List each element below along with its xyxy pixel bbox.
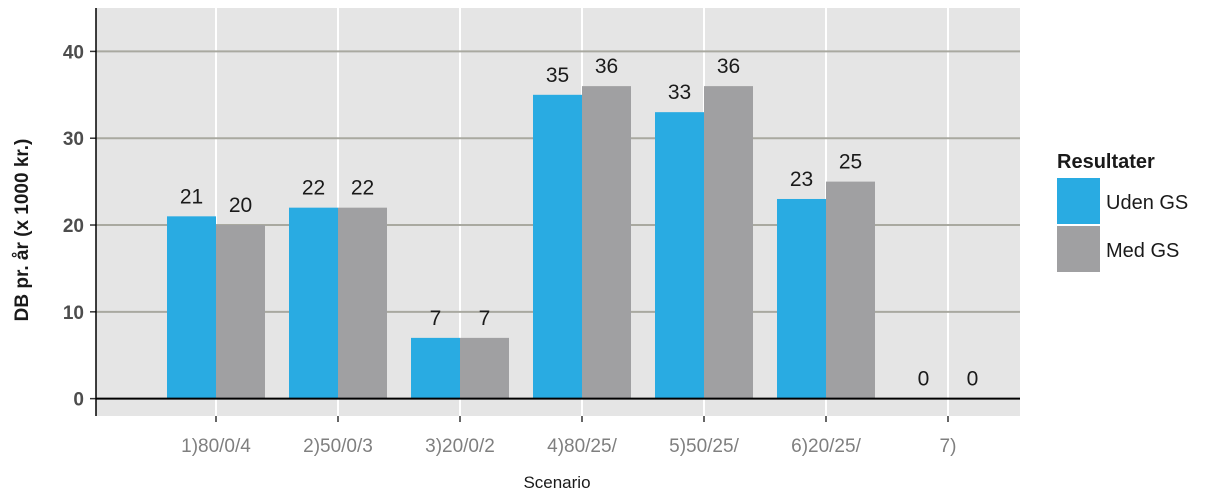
data-label: 33 [668, 81, 691, 104]
bar-med-gs [704, 86, 753, 399]
bars [167, 86, 875, 399]
legend-label: Uden GS [1106, 192, 1188, 214]
bar-uden-gs [411, 337, 460, 399]
data-label: 22 [302, 177, 325, 200]
data-label: 7 [430, 307, 442, 330]
data-label: 21 [180, 185, 203, 208]
bar-uden-gs [167, 216, 216, 399]
x-tick-label: 4)80/25/ [547, 436, 617, 457]
y-tick-label: 0 [73, 390, 84, 411]
x-tick-label: 2)50/0/3 [303, 436, 373, 457]
axes: 0 10 20 30 40 1)80/0/4 2)50/0/3 3)20/0/2 4)80/25… [63, 8, 1020, 457]
legend: Resultater Uden GS Med GS [1057, 151, 1188, 272]
data-label: 20 [229, 194, 252, 217]
y-tick-label: 10 [63, 303, 84, 324]
bar-uden-gs [655, 112, 704, 399]
bar-med-gs [826, 181, 875, 399]
bar-uden-gs [533, 94, 582, 399]
legend-label: Med GS [1106, 240, 1179, 262]
y-tick-label: 40 [63, 42, 84, 63]
data-label: 0 [967, 368, 979, 391]
bar-med-gs [216, 225, 265, 399]
bar-med-gs [582, 86, 631, 399]
x-axis-title: Scenario [523, 473, 590, 492]
data-label: 25 [839, 151, 862, 174]
data-label: 7 [479, 307, 491, 330]
x-tick-label: 6)20/25/ [791, 436, 861, 457]
bar-uden-gs [289, 207, 338, 399]
data-label: 22 [351, 177, 374, 200]
y-tick-label: 20 [63, 216, 84, 237]
x-tick-label: 3)20/0/2 [425, 436, 495, 457]
data-labels: 21 22 7 35 33 23 0 20 22 7 36 36 25 0 [180, 55, 979, 391]
data-label: 35 [546, 64, 569, 87]
legend-title: Resultater [1057, 151, 1155, 173]
bar-uden-gs [777, 198, 826, 399]
data-label: 36 [717, 55, 740, 78]
x-tick-label: 1)80/0/4 [181, 436, 251, 457]
y-tick-label: 30 [63, 129, 84, 150]
data-label: 23 [790, 168, 813, 191]
data-label: 36 [595, 55, 618, 78]
bar-med-gs [460, 337, 509, 399]
legend-swatch [1057, 226, 1100, 272]
legend-swatch [1057, 178, 1100, 224]
x-tick-label: 5)50/25/ [669, 436, 739, 457]
data-label: 0 [918, 368, 930, 391]
bar-med-gs [338, 207, 387, 399]
x-tick-label: 7) [940, 436, 957, 457]
y-axis-title: DB pr. år (x 1000 kr.) [12, 139, 33, 322]
